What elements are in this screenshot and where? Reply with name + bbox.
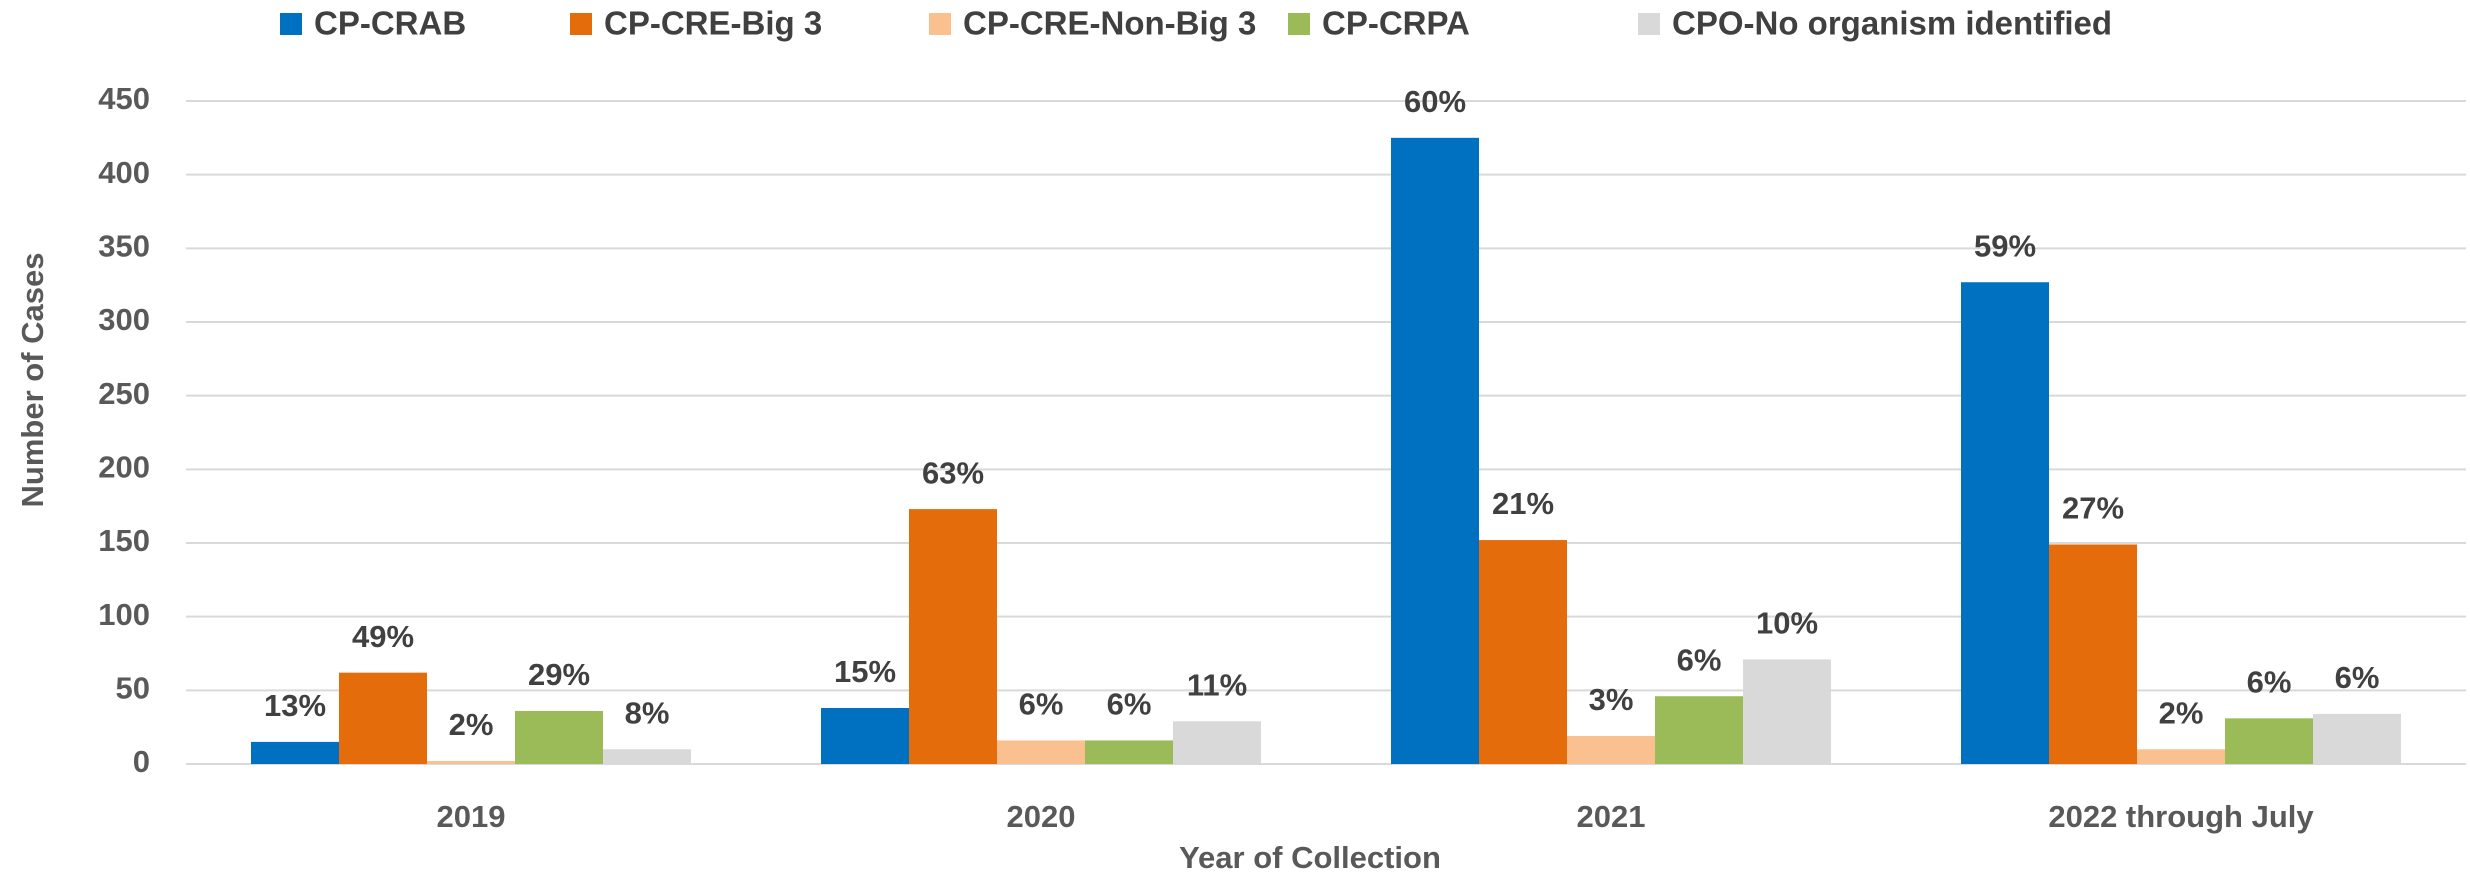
data-label: 29% [528, 657, 590, 692]
data-label: 11% [1187, 667, 1247, 702]
bar [2137, 749, 2225, 764]
x-axis-title: Year of Collection [1179, 840, 1441, 875]
data-label: 8% [625, 695, 670, 730]
bar [1391, 137, 1479, 765]
legend-label: CP-CRE-Big 3 [604, 5, 822, 42]
y-tick-label: 250 [98, 376, 150, 411]
legend-label: CP-CRPA [1322, 5, 1470, 42]
bar [2049, 544, 2137, 764]
y-tick-label: 200 [98, 450, 150, 485]
legend-swatch [1288, 13, 1310, 35]
bar [909, 509, 997, 764]
data-label: 60% [1404, 84, 1466, 119]
legend-swatch [1638, 13, 1660, 35]
bar [997, 740, 1085, 764]
legend-label: CP-CRAB [314, 5, 466, 42]
legend-swatch [280, 13, 302, 35]
data-label: 2% [449, 707, 494, 742]
y-tick-label: 50 [116, 671, 150, 706]
legend-label: CP-CRE-Non-Big 3 [963, 5, 1256, 42]
bar [603, 749, 691, 764]
x-tick-label: 2021 [1577, 799, 1646, 834]
data-label: 10% [1756, 606, 1818, 641]
x-tick-label: 2020 [1007, 799, 1076, 834]
legend-swatch [570, 13, 592, 35]
data-label: 27% [2062, 491, 2124, 526]
data-label: 49% [352, 619, 414, 654]
bar [1567, 736, 1655, 764]
bar [515, 710, 603, 764]
y-tick-label: 150 [98, 523, 150, 558]
bar [821, 708, 909, 764]
bar [1961, 282, 2049, 764]
data-label: 15% [834, 654, 896, 689]
data-label: 3% [1589, 682, 1634, 717]
y-tick-label: 400 [98, 155, 150, 190]
y-tick-label: 300 [98, 302, 150, 337]
bar [1085, 740, 1173, 764]
bar [427, 761, 515, 764]
y-axis-title: Number of Cases [15, 253, 50, 508]
data-label: 2% [2159, 695, 2204, 730]
data-label: 21% [1492, 486, 1554, 521]
data-label: 6% [1107, 687, 1152, 722]
bar [1479, 540, 1567, 764]
y-tick-label: 100 [98, 597, 150, 632]
y-tick-label: 350 [98, 229, 150, 264]
data-label: 6% [2335, 660, 2380, 695]
x-tick-label: 2022 through July [2048, 799, 2314, 834]
bar [251, 741, 339, 764]
bar [339, 672, 427, 764]
data-label: 6% [1019, 687, 1064, 722]
legend-label: CPO-No organism identified [1672, 5, 2112, 42]
bar [1743, 659, 1831, 764]
bar [2313, 713, 2401, 764]
data-label: 63% [922, 455, 984, 490]
data-label: 6% [2247, 665, 2292, 700]
x-tick-label: 2019 [437, 799, 506, 834]
data-label: 6% [1677, 642, 1722, 677]
y-tick-label: 450 [98, 81, 150, 116]
bar [2225, 718, 2313, 764]
y-tick-label: 0 [133, 744, 150, 779]
data-label: 13% [264, 688, 326, 723]
bar [1655, 696, 1743, 764]
data-label: 59% [1974, 228, 2036, 263]
bar [1173, 721, 1261, 764]
legend-swatch [929, 13, 951, 35]
